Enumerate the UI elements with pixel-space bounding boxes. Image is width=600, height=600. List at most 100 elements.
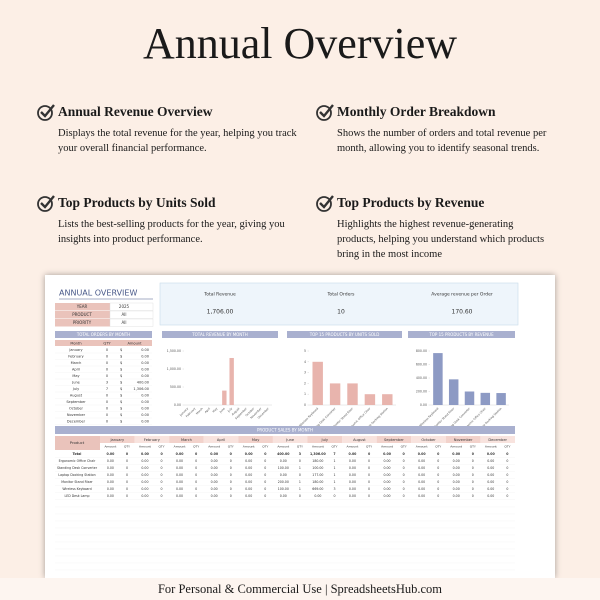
product-header-cell	[55, 436, 100, 450]
setting-value: All	[122, 320, 127, 325]
month-header: November	[454, 438, 473, 442]
y-tick-label: 2	[304, 381, 306, 385]
subcolumn-header: Amount	[139, 445, 152, 449]
amount-cell: 0.00	[141, 466, 148, 470]
subcolumn-header: Amount	[416, 445, 429, 449]
month-header: December	[488, 438, 507, 442]
bar	[364, 394, 376, 405]
amount-cell: 0.00	[280, 473, 287, 477]
month-name: December	[67, 420, 86, 424]
y-tick-label: 200.00	[416, 390, 427, 394]
qty-cell: 0	[126, 473, 128, 477]
month-header: June	[285, 438, 295, 442]
qty-cell: 0	[126, 487, 128, 491]
month-name: June	[71, 381, 80, 385]
amount-cell: 0.00	[141, 459, 148, 463]
section-title: TOTAL REVENUE BY MONTH	[191, 332, 248, 337]
month-header-cell	[480, 436, 515, 443]
amount-cell: 0.00	[487, 466, 494, 470]
bar	[448, 379, 459, 405]
qty-cell: 0	[506, 459, 508, 463]
qty-cell: 0	[403, 459, 405, 463]
amount-cell: 0.00	[418, 459, 425, 463]
bar	[382, 394, 393, 405]
feature-description: Displays the total revenue for the year,…	[58, 128, 297, 154]
qty: 0	[106, 348, 108, 352]
qty-cell: 7	[333, 452, 335, 456]
qty-cell: 0	[161, 494, 163, 498]
amount-cell: 0.00	[349, 494, 356, 498]
bar	[347, 383, 358, 405]
kpi-value: 1,706.00	[207, 309, 234, 316]
amount-cell: 0.00	[176, 459, 183, 463]
amount: 0.00	[141, 420, 149, 424]
amount-cell: 177.00	[312, 473, 323, 477]
kpi-label: Average revenue per Order	[431, 292, 493, 298]
y-tick-label: 0.00	[420, 403, 427, 407]
column-header-cell	[97, 340, 117, 346]
qty-cell: 0	[403, 473, 405, 477]
spreadsheet: ANNUAL OVERVIEW YEAR 2025 PRODUCT All PRIORIT…	[45, 275, 555, 578]
amount-cell: 0.00	[141, 487, 148, 491]
qty: 3	[106, 381, 108, 385]
amount-cell: 0.00	[176, 473, 183, 477]
feature-title: Annual Revenue Overview	[58, 104, 213, 119]
bar	[433, 353, 443, 405]
qty-cell: 0	[403, 452, 406, 456]
month-header-cell	[272, 436, 308, 443]
qty-cell: 0	[403, 494, 405, 498]
amount-cell: 0.00	[245, 487, 252, 491]
amount-cell: 0.00	[487, 480, 494, 484]
setting-label: PRIORITY	[73, 320, 92, 325]
qty-cell: 0	[472, 459, 474, 463]
month-name: February	[68, 355, 84, 359]
amount-cell: 0.00	[349, 473, 356, 477]
amount-cell: 0.00	[383, 452, 392, 456]
amount-cell: 0.00	[211, 487, 218, 491]
amount-cell: 0.00	[107, 473, 114, 477]
page-title: Annual Overview	[142, 19, 457, 68]
column-header: Amount	[127, 341, 142, 345]
column-header-cell	[55, 340, 97, 346]
currency: $	[120, 394, 122, 398]
amount-cell: 0.00	[418, 487, 425, 491]
qty: 0	[106, 368, 108, 372]
section-header	[55, 331, 152, 338]
month-header-cell	[169, 436, 204, 443]
section-header	[162, 331, 278, 338]
qty-cell: 0	[368, 452, 371, 456]
amount-cell: 0.00	[245, 459, 252, 463]
check-icon	[316, 104, 334, 121]
x-tick-label: February	[185, 406, 197, 418]
amount-cell: 0.00	[176, 480, 183, 484]
qty-cell: 0	[195, 494, 197, 498]
subcolumn-header: QTY	[159, 445, 165, 449]
qty-cell: 0	[368, 487, 370, 491]
column-header: Month	[70, 341, 81, 345]
amount-cell: 0.00	[176, 494, 183, 498]
month-header: October	[421, 438, 436, 442]
amount-cell: 0.00	[418, 452, 427, 456]
qty-cell: 0	[195, 452, 198, 456]
setting-label-cell	[55, 303, 110, 311]
amount-cell: 0.00	[107, 480, 114, 484]
qty-cell: 0	[368, 480, 370, 484]
qty-cell: 0	[403, 466, 405, 470]
month-header: July	[321, 438, 329, 442]
qty-cell: 1	[299, 466, 301, 470]
month-name: August	[70, 394, 83, 398]
amount-cell: 0.00	[211, 494, 218, 498]
setting-value: All	[122, 312, 127, 317]
x-tick-label: May	[211, 406, 218, 413]
month-name: October	[69, 407, 84, 411]
qty-cell: 1	[333, 459, 335, 463]
currency: $	[120, 368, 122, 372]
x-tick-label: June	[218, 406, 226, 414]
qty-cell: 0	[472, 494, 474, 498]
month-header-cell	[342, 436, 377, 443]
kpi-label: Total Orders	[326, 292, 355, 298]
amount-cell: 0.00	[383, 473, 390, 477]
y-tick-label: 5	[304, 349, 306, 353]
amount-cell: 0.00	[211, 466, 218, 470]
setting-label: PRODUCT	[72, 312, 92, 317]
